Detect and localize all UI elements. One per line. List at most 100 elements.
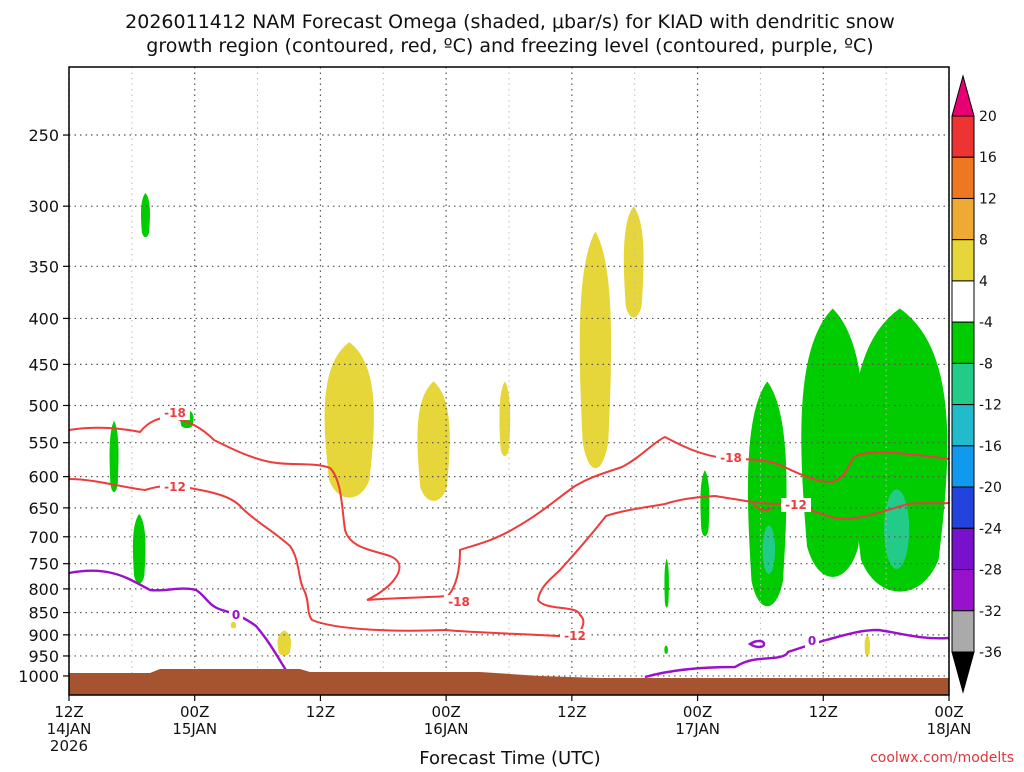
dgz-contour-12-right-tail bbox=[753, 504, 773, 512]
dgz-label-bottom-middle: -12 bbox=[564, 629, 586, 643]
omega-downward-area-13 bbox=[664, 558, 669, 608]
x-tick-label-5-1: 00Z bbox=[683, 703, 712, 721]
colorbar-segment-4 bbox=[951, 280, 975, 323]
freezing-contour-right bbox=[644, 628, 950, 679]
y-tick-label-350: 350 bbox=[28, 257, 59, 276]
omega-downward-area-2 bbox=[109, 420, 119, 493]
colorbar-segment-10 bbox=[951, 527, 975, 571]
omega-upward-area-11 bbox=[864, 634, 870, 656]
colorbar-segment-3 bbox=[951, 239, 975, 282]
colorbar-label-0: 20 bbox=[979, 109, 997, 125]
chart-title-line1: 2026011412 NAM Forecast Omega (shaded, μ… bbox=[125, 11, 895, 33]
omega-downward-area-15 bbox=[747, 381, 787, 607]
colorbar-label-4: 4 bbox=[979, 274, 988, 290]
y-tick-label-900: 900 bbox=[28, 626, 59, 645]
freezing-contour-labels: 0 0 bbox=[229, 608, 819, 648]
x-tick-label-6-1: 12Z bbox=[809, 703, 838, 721]
dgz-label-lower-left: -12 bbox=[164, 480, 186, 494]
colorbar-label-7: -12 bbox=[979, 398, 1002, 414]
y-tick-label-450: 450 bbox=[28, 355, 59, 374]
colorbar-segment-9 bbox=[951, 486, 975, 529]
y-tick-label-650: 650 bbox=[28, 499, 59, 518]
colorbar-label-6: -8 bbox=[979, 356, 993, 372]
y-axis: 250 300 350 400 450 500 550 600 650 700 750 800 850 9… bbox=[18, 126, 69, 686]
dgz-contour-12-lower bbox=[68, 478, 950, 639]
y-tick-label-850: 850 bbox=[28, 604, 59, 623]
omega-upward-area-8 bbox=[623, 206, 644, 318]
x-tick-label-5-2: 17JAN bbox=[675, 720, 720, 738]
colorbar-label-2: 12 bbox=[979, 191, 997, 207]
omega-upward-area-5 bbox=[417, 381, 450, 501]
colorbar-segment-7 bbox=[951, 404, 975, 447]
y-tick-label-500: 500 bbox=[28, 396, 59, 415]
colorbar-segment-8 bbox=[951, 445, 975, 488]
omega-upward-area-6 bbox=[499, 381, 511, 457]
omega-shading bbox=[109, 192, 948, 656]
colorbar-label-13: -36 bbox=[979, 645, 1002, 661]
dgz-contour-labels: -18 -12 -18 -18 -12 -12 bbox=[160, 406, 811, 643]
omega-upward-area-9 bbox=[277, 630, 292, 656]
x-tick-label-0-3: 2026 bbox=[50, 737, 88, 755]
omega-upward-area-4 bbox=[324, 342, 374, 498]
colorbar-segment-12 bbox=[951, 610, 975, 653]
y-tick-label-400: 400 bbox=[28, 309, 59, 328]
surface-terrain bbox=[69, 669, 949, 695]
colorbar-label-10: -24 bbox=[979, 521, 1002, 537]
colorbar-label-1: 16 bbox=[979, 150, 997, 166]
x-tick-label-1-1: 00Z bbox=[180, 703, 209, 721]
grid bbox=[68, 67, 950, 695]
colorbar-segment-11 bbox=[951, 569, 975, 612]
omega-downward-area-12 bbox=[700, 470, 710, 537]
omega-upward-area-10 bbox=[230, 621, 237, 629]
dgz-label-middle: -18 bbox=[448, 595, 470, 609]
freezing-contour-left bbox=[68, 569, 289, 673]
colorbar-segment-2 bbox=[951, 197, 975, 241]
x-tick-label-3-1: 00Z bbox=[431, 703, 460, 721]
colorbar-segment-1 bbox=[951, 156, 975, 199]
colorbar-segment-5 bbox=[951, 321, 975, 364]
colorbar-label-11: -28 bbox=[979, 563, 1002, 579]
colorbar-bottom-arrow bbox=[951, 651, 975, 694]
y-tick-label-800: 800 bbox=[28, 580, 59, 599]
colorbar-segment-6 bbox=[951, 362, 975, 406]
x-tick-label-1-2: 15JAN bbox=[172, 720, 217, 738]
x-tick-label-4-1: 12Z bbox=[557, 703, 586, 721]
freezing-level-contours bbox=[68, 569, 950, 679]
colorbar-label-3: 8 bbox=[979, 233, 988, 249]
colorbar-label-12: -32 bbox=[979, 604, 1002, 620]
dgz-label-right-lower: -12 bbox=[785, 498, 807, 512]
dgz-label-right-upper: -18 bbox=[720, 451, 742, 465]
colorbar-label-9: -20 bbox=[979, 480, 1002, 496]
omega-upward-area-7 bbox=[579, 231, 612, 469]
omega-core-area-1 bbox=[884, 489, 910, 569]
omega-downward-area-16 bbox=[801, 308, 865, 577]
colorbar: 20 16 12 8 4 -4 -8 -12 -16 -20 -24 -28 -32 -36 bbox=[951, 74, 1002, 694]
chart-title-line2: growth region (contoured, red, ºC) and f… bbox=[146, 35, 873, 57]
omega-downward-area-0 bbox=[140, 192, 150, 238]
omega-downward-area-3 bbox=[132, 513, 146, 584]
y-tick-label-300: 300 bbox=[28, 197, 59, 216]
omega-downward-area-17 bbox=[852, 308, 948, 592]
x-tick-label-0-2: 14JAN bbox=[47, 720, 92, 738]
x-tick-label-2-1: 12Z bbox=[306, 703, 335, 721]
y-tick-label-1000: 1000 bbox=[18, 667, 59, 686]
y-tick-label-950: 950 bbox=[28, 647, 59, 666]
plot-frame bbox=[68, 66, 950, 696]
freezing-contour-loop bbox=[747, 639, 766, 649]
colorbar-label-8: -16 bbox=[979, 439, 1002, 455]
y-tick-label-250: 250 bbox=[28, 126, 59, 145]
omega-core-area-0 bbox=[762, 525, 776, 574]
y-tick-label-700: 700 bbox=[28, 528, 59, 547]
x-tick-label-7-2: 18JAN bbox=[927, 720, 972, 738]
freezing-label-left: 0 bbox=[232, 608, 240, 622]
y-tick-label-750: 750 bbox=[28, 555, 59, 574]
x-tick-label-0-1: 12Z bbox=[54, 703, 83, 721]
y-tick-label-550: 550 bbox=[28, 434, 59, 453]
y-tick-label-600: 600 bbox=[28, 468, 59, 487]
omega-downward-area-14 bbox=[664, 645, 668, 654]
credit-text: coolwx.com/modelts bbox=[870, 750, 1014, 766]
freezing-label-right: 0 bbox=[808, 634, 816, 648]
colorbar-segment-0 bbox=[951, 115, 975, 158]
